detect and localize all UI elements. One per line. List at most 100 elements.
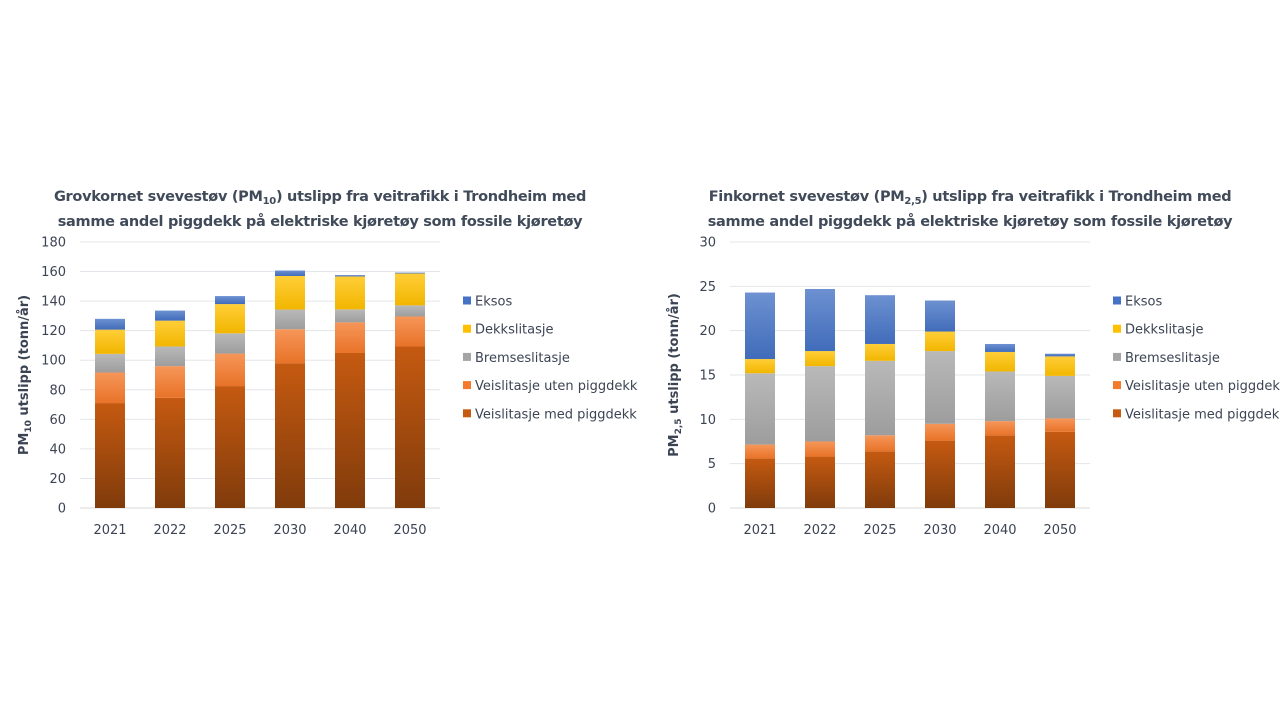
bar-segment (865, 343, 895, 361)
bar-segment (215, 304, 245, 334)
bar-segment (395, 305, 425, 317)
bar-segment (155, 366, 185, 398)
y-tick-label: 60 (49, 413, 66, 428)
title-text: Finkornet svevestøv (PM (708, 189, 905, 205)
legend-item: Dekkslitasje (463, 323, 554, 338)
legend-label: Dekkslitasje (475, 323, 554, 338)
chart-title: Finkornet svevestøv (PM2,5) utslipp fra … (650, 187, 1280, 233)
legend-label: Eksos (1125, 295, 1162, 310)
y-tick-label: 180 (41, 236, 66, 251)
y-tick-label: 40 (49, 442, 66, 457)
x-tick-label: 2025 (213, 523, 246, 538)
legend-swatch (463, 409, 471, 418)
bar-segment (395, 346, 425, 508)
x-tick-label: 2030 (273, 523, 306, 538)
bar-segment (805, 456, 835, 508)
bar-segment (335, 352, 365, 508)
legend-swatch (463, 381, 471, 390)
legend-swatch (463, 296, 471, 305)
title-text-cont: ) utslipp fra veitrafikk i Trondheim med (275, 189, 587, 205)
title-subscript: 2,5 (904, 196, 922, 207)
legend-item: Veislitasje uten piggdekk (1113, 379, 1280, 394)
bar-segment (1045, 353, 1075, 357)
bar-segment (1045, 431, 1075, 508)
bar-segment (865, 295, 895, 344)
bar-segment (95, 318, 125, 330)
bar-segment (335, 276, 365, 310)
y-tick-label: 0 (58, 502, 66, 517)
legend-swatch (1113, 296, 1121, 305)
legend-item: Bremseslitasje (1113, 351, 1220, 366)
bar-segment (95, 353, 125, 373)
legend-label: Bremseslitasje (475, 351, 570, 366)
bar-segment (215, 296, 245, 305)
bar-segment (925, 331, 955, 352)
bar-segment (925, 440, 955, 508)
legend-item: Eksos (463, 295, 512, 310)
title-line2: samme andel piggdekk på elektriske kjøre… (57, 214, 583, 230)
x-tick-label: 2030 (923, 523, 956, 538)
bar-segment (1045, 418, 1075, 432)
bar-segment (925, 423, 955, 441)
legend-swatch (1113, 381, 1121, 390)
bar-segment (95, 329, 125, 354)
bar-segment (215, 386, 245, 508)
bar-segment (805, 351, 835, 367)
bar-segment (805, 441, 835, 457)
bar-segment (335, 309, 365, 323)
bar-segment (985, 435, 1015, 508)
y-tick-label: 0 (708, 502, 716, 517)
x-tick-label: 2022 (803, 523, 836, 538)
legend-label: Veislitasje uten piggdekk (475, 379, 638, 394)
bar-segment (275, 309, 305, 330)
bar-segment (395, 272, 425, 274)
bar-segment (275, 363, 305, 508)
bar-segment (275, 329, 305, 364)
x-tick-label: 2021 (93, 523, 126, 538)
legend-swatch (463, 324, 471, 333)
y-tick-label: 120 (41, 324, 66, 339)
y-tick-label: 140 (41, 295, 66, 310)
legend-item: Veislitasje med piggdekk (1113, 407, 1280, 422)
y-tick-label: 20 (49, 472, 66, 487)
bar-segment (95, 372, 125, 404)
y-tick-label: 80 (49, 383, 66, 398)
bar-segment (745, 373, 775, 445)
bar-segment (985, 343, 1015, 352)
x-tick-label: 2040 (983, 523, 1016, 538)
y-tick-label: 25 (699, 280, 716, 295)
y-axis-label: PM2,5 utslipp (tonn/år) (667, 293, 684, 457)
pm25-chart: Finkornet svevestøv (PM2,5) utslipp fra … (650, 0, 1280, 720)
bar-segment (865, 451, 895, 508)
x-tick-label: 2025 (863, 523, 896, 538)
legend-label: Veislitasje med piggdekk (1125, 407, 1280, 422)
y-tick-label: 30 (699, 236, 716, 251)
x-tick-label: 2021 (743, 523, 776, 538)
bar-segment (805, 366, 835, 442)
bar-segment (805, 288, 835, 352)
bar-segment (745, 359, 775, 374)
bar-segment (925, 351, 955, 424)
legend-swatch (1113, 324, 1121, 333)
bar-segment (745, 292, 775, 360)
x-tick-label: 2040 (333, 523, 366, 538)
bar-segment (395, 316, 425, 347)
bar-segment (155, 320, 185, 347)
title-subscript: 10 (262, 196, 277, 207)
y-tick-label: 100 (41, 354, 66, 369)
bar-segment (215, 353, 245, 387)
y-tick-label: 160 (41, 265, 66, 280)
legend-swatch (1113, 409, 1121, 418)
x-tick-label: 2022 (153, 523, 186, 538)
bar-segment (155, 397, 185, 508)
bar-segment (865, 435, 895, 452)
bar-segment (985, 371, 1015, 422)
bar-segment (95, 403, 125, 508)
title-text: Grovkornet svevestøv (PM (53, 189, 263, 205)
legend-swatch (463, 352, 471, 361)
bar-segment (275, 275, 305, 310)
y-axis-label: PM10 utslipp (tonn/år) (17, 295, 34, 455)
bar-segment (275, 270, 305, 276)
